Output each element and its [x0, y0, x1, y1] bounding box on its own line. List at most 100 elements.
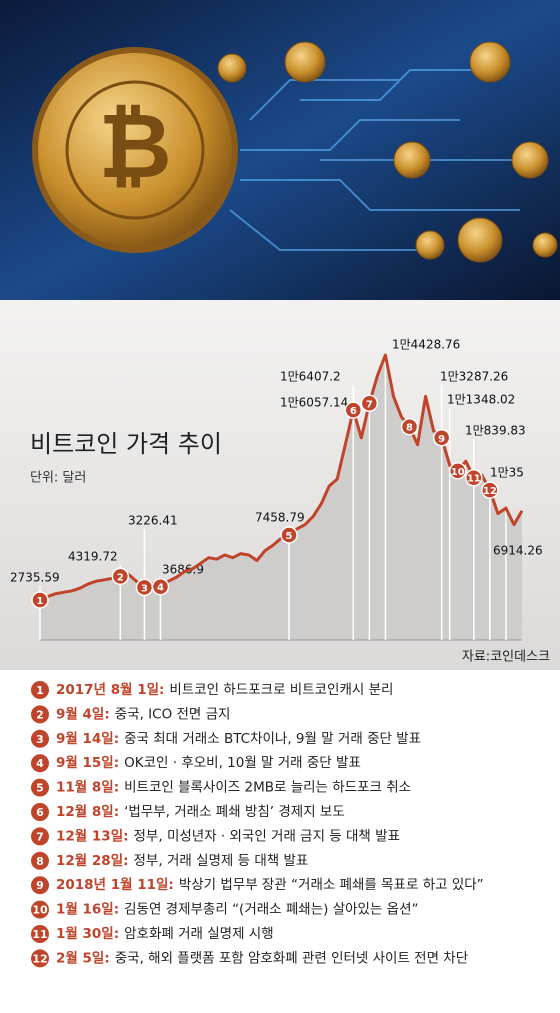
event-marker-number: 3 — [141, 583, 148, 594]
event-text: 중국 최대 거래소 BTC차이나, 9월 말 거래 중단 발표 — [124, 731, 421, 747]
event-number: 1 — [36, 684, 44, 697]
event-date: 12월 13일: — [56, 827, 129, 844]
event-number: 8 — [36, 855, 44, 868]
event-line: 2018년 1월 11일: 박상기 법무부 장관 “거래소 폐쇄를 목표로 하고 … — [56, 876, 484, 893]
event-number: 10 — [32, 904, 48, 917]
event-line: 1월 16일: 김동연 경제부총리 “(거래소 폐쇄는) 살아있는 옵션” — [56, 901, 419, 918]
point-label: 1만3287.26 — [440, 370, 508, 384]
event-line: 2017년 8월 1일: 비트코인 하드포크로 비트코인캐시 분리 — [56, 681, 393, 698]
event-line: 1월 30일: 암호화폐 거래 실명제 시행 — [56, 925, 274, 942]
event-marker — [151, 577, 170, 596]
event-marker-number: 8 — [406, 423, 413, 434]
event-marker-number: 11 — [467, 474, 481, 485]
event-marker — [344, 401, 363, 419]
event-marker — [465, 468, 483, 487]
event-marker-number: 12 — [483, 486, 497, 497]
event-number: 4 — [36, 757, 44, 770]
event-marker-number: 10 — [451, 467, 465, 478]
point-label: 7458.79 — [255, 511, 305, 525]
event-number: 2 — [36, 708, 44, 721]
event-date: 1월 16일: — [56, 901, 119, 918]
point-label: 1만1348.02 — [447, 393, 515, 407]
coin-ring — [65, 80, 205, 220]
event-line: 9월 15일: OK코인 · 후오비, 10월 말 거래 중단 발표 — [56, 754, 361, 771]
event-text: 정부, 거래 실명제 등 대책 발표 — [134, 853, 309, 869]
event-date: 2017년 8월 1일: — [56, 681, 164, 698]
event-number-badge — [31, 949, 49, 968]
event-line: 12월 8일: ‘법무부, 거래소 폐쇄 방침’ 경제지 보도 — [56, 803, 345, 820]
event-text: 중국, 해외 플랫폼 포함 암호화폐 관련 인터넷 사이트 전면 차단 — [115, 950, 468, 966]
event-line: 9월 14일: 중국 최대 거래소 BTC차이나, 9월 말 거래 중단 발표 — [56, 730, 421, 747]
event-date: 1월 30일: — [56, 925, 119, 942]
event-number-badge — [31, 705, 49, 724]
circuit — [229, 69, 540, 251]
event-line: 11월 8일: 비트코인 블록사이즈 2MB로 늘리는 하드포크 취소 — [56, 779, 411, 796]
point-label: 2735.59 — [10, 571, 60, 585]
event-marker — [280, 526, 298, 544]
point-label: 3686.9 — [162, 563, 204, 577]
event-number: 3 — [36, 733, 44, 746]
event-marker-number: 2 — [117, 572, 124, 583]
event-number-badge — [31, 681, 49, 699]
event-text: 비트코인 블록사이즈 2MB로 늘리는 하드포크 취소 — [124, 780, 411, 796]
source: 자료:코인데스크 — [462, 650, 550, 665]
point-label: 4319.72 — [68, 550, 118, 564]
event-number-badge — [31, 827, 49, 846]
event-marker-number: 5 — [286, 531, 293, 542]
small-coins — [217, 41, 558, 263]
event-date: 2월 5일: — [56, 949, 110, 966]
event-marker-number: 1 — [37, 596, 44, 607]
event-text: 김동연 경제부총리 “(거래소 폐쇄는) 살아있는 옵션” — [124, 902, 418, 918]
event-text: 암호화폐 거래 실명제 시행 — [124, 926, 274, 942]
event-number: 7 — [36, 830, 44, 843]
event-date: 12월 28일: — [56, 852, 129, 869]
event-marker — [448, 462, 467, 480]
point-label: 1만839.83 — [465, 424, 526, 438]
point-label: 1만35 — [490, 466, 524, 480]
event-marker-number: 9 — [438, 434, 445, 445]
event-number: 11 — [32, 928, 47, 941]
event-number-badge — [31, 803, 49, 821]
event-marker-number: 4 — [157, 583, 164, 594]
event-date: 12월 8일: — [56, 803, 119, 820]
event-number: 5 — [36, 782, 44, 795]
event-marker — [111, 567, 130, 586]
point-label: 1만4428.76 — [392, 338, 460, 352]
point-label: 6914.26 — [493, 544, 543, 558]
event-date: 9월 4일: — [56, 705, 110, 722]
event-number: 6 — [36, 806, 44, 819]
event-number-badge — [31, 876, 49, 895]
event-line: 12월 13일: 정부, 미성년자 · 외국인 거래 금지 등 대책 발표 — [56, 827, 400, 844]
event-date: 9월 14일: — [56, 730, 119, 747]
event-text: OK코인 · 후오비, 10월 말 거래 중단 발표 — [124, 755, 361, 771]
point-label: 1만6057.14 — [280, 396, 348, 410]
event-text: ‘법무부, 거래소 폐쇄 방침’ 경제지 보도 — [124, 804, 345, 820]
event-date: 9월 15일: — [56, 754, 119, 771]
event-marker — [432, 429, 451, 447]
event-line: 12월 28일: 정부, 거래 실명제 등 대책 발표 — [56, 852, 308, 869]
event-number-badge — [31, 925, 49, 943]
coin-symbol: ₿ — [98, 94, 171, 199]
event-number-badge — [31, 900, 49, 919]
event-number-badge — [31, 754, 49, 773]
event-number-badge — [31, 729, 49, 748]
event-marker — [360, 394, 379, 413]
event-date: 2018년 1월 11일: — [56, 876, 174, 893]
event-marker — [400, 417, 419, 436]
event-text: 박상기 법무부 장관 “거래소 폐쇄를 목표로 하고 있다” — [179, 877, 484, 893]
event-marker-number: 7 — [366, 399, 373, 410]
event-date: 11월 8일: — [56, 779, 119, 796]
coin — [32, 47, 238, 253]
event-marker — [481, 481, 499, 499]
event-line: 2월 5일: 중국, 해외 플랫폼 포함 암호화폐 관련 인터넷 사이트 전면 차… — [56, 949, 468, 966]
point-label: 3226.41 — [128, 514, 178, 528]
event-text: 비트코인 하드포크로 비트코인캐시 분리 — [169, 682, 393, 698]
point-label: 1만6407.2 — [280, 370, 341, 384]
chart-title: 비트코인 가격 추이 — [30, 430, 222, 458]
event-text: 정부, 미성년자 · 외국인 거래 금지 등 대책 발표 — [134, 828, 400, 844]
event-marker-number: 6 — [350, 406, 357, 417]
event-number-badge — [31, 851, 49, 870]
unit: 단위: 달러 — [30, 471, 86, 486]
